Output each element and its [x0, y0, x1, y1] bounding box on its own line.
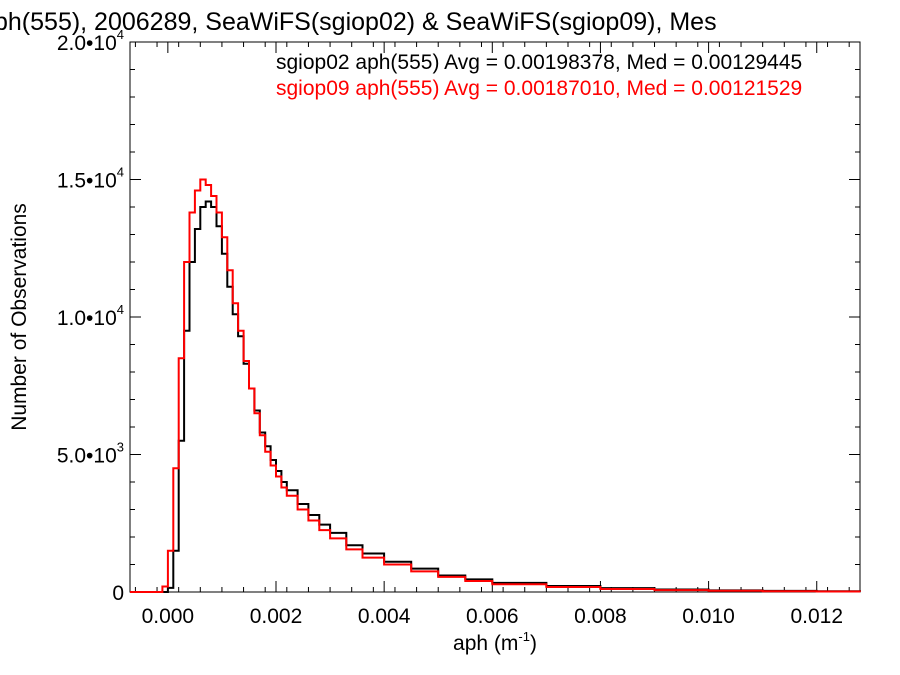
chart-title: ph(555), 2006289, SeaWiFS(sgiop02) & Sea…: [0, 8, 717, 36]
legend-entry-sgiop09: sgiop09 aph(555) Avg = 0.00187010, Med =…: [276, 77, 802, 100]
y-axis: 0 5.0•103 1.0•104 1.5•104 2.0•104: [57, 27, 860, 605]
legend-entry-sgiop02: sgiop02 aph(555) Avg = 0.00198378, Med =…: [276, 51, 802, 74]
x-tick-label: 0.010: [682, 605, 735, 628]
legend: sgiop02 aph(555) Avg = 0.00198378, Med =…: [276, 51, 802, 100]
x-tick-label: 0.004: [358, 605, 411, 628]
x-axis-label-suffix: ): [530, 632, 537, 655]
y-tick-label: 0: [112, 582, 124, 605]
y-tick-label: 1.0•104: [57, 302, 124, 330]
y-tick-label: 5.0•103: [57, 440, 124, 468]
x-axis-label-superscript: -1: [518, 629, 530, 644]
y-axis-label: Number of Observations: [8, 203, 31, 431]
series-layer: [130, 178, 861, 593]
y-tick-label: 1.5•104: [57, 165, 124, 193]
x-tick-label: 0.002: [250, 605, 303, 628]
x-tick-label: 0.012: [790, 605, 843, 628]
series-line-sgiop09: [130, 178, 861, 593]
x-tick-label: 0.006: [466, 605, 519, 628]
series-line-sgiop02: [130, 200, 861, 593]
plot-frame: [129, 41, 861, 593]
x-axis: 0.000 0.002 0.004 0.006 0.008 0.010 0.012: [134, 42, 850, 628]
x-axis-label: aph (m-1): [453, 629, 537, 655]
x-tick-label: 0.000: [142, 605, 195, 628]
y-tick-label: 2.0•104: [57, 27, 124, 55]
x-tick-label: 0.008: [574, 605, 627, 628]
